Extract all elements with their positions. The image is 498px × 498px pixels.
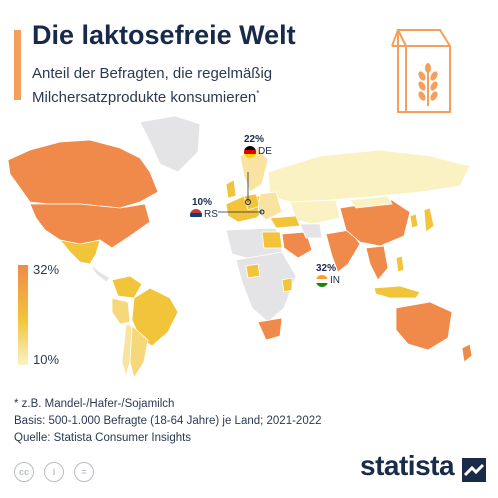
legend-max-label: 32%	[33, 262, 60, 277]
callout-rs-pct: 10%	[192, 197, 213, 208]
australia	[395, 301, 453, 351]
legend-min-label: 10%	[33, 352, 60, 367]
callout-rs-code: RS	[204, 209, 218, 220]
accent-bar	[14, 30, 21, 100]
world-map	[7, 115, 473, 380]
equals-icon[interactable]: =	[74, 462, 94, 482]
legend-gradient	[18, 265, 28, 365]
chile	[121, 323, 133, 378]
usa	[29, 203, 151, 249]
basis-note: Basis: 500-1.000 Befragte (18-64 Jahre) …	[14, 415, 322, 427]
page-title: Die laktosefreie Welt	[32, 20, 296, 50]
callout-de-code: DE	[258, 146, 272, 157]
peru	[111, 297, 131, 325]
footnote: * z.B. Mandel-/Hafer-/Sojamilch	[14, 398, 175, 410]
canada	[7, 139, 159, 209]
mongolia	[349, 195, 393, 209]
japan	[423, 207, 435, 233]
mexico	[58, 239, 101, 265]
milk-carton-icon	[391, 29, 451, 113]
callout-de-pct: 22%	[244, 134, 265, 145]
iran	[299, 223, 323, 239]
southeast-asia	[365, 245, 389, 281]
subtitle: Anteil der Befragten, die regelmäßig Mil…	[32, 65, 273, 106]
saudi-arabia	[281, 231, 313, 259]
callout-in-pct: 32%	[316, 263, 337, 274]
callout-in-code: IN	[330, 275, 340, 286]
turkey	[269, 215, 301, 229]
philippines	[395, 255, 405, 273]
statista-logo-text[interactable]: statista	[360, 450, 455, 481]
colombia	[111, 275, 143, 299]
nigeria	[245, 263, 261, 279]
new-zealand	[461, 343, 473, 363]
greenland	[139, 115, 201, 173]
india-flag-icon	[316, 275, 328, 287]
brazil	[131, 287, 179, 347]
korea	[409, 213, 419, 229]
serbia-flag-icon	[190, 209, 202, 221]
cc-icon[interactable]: cc	[14, 462, 34, 482]
egypt	[261, 231, 283, 249]
china	[339, 199, 411, 247]
kenya	[281, 277, 293, 293]
argentina	[129, 325, 149, 380]
person-icon[interactable]: i	[44, 462, 64, 482]
uk	[225, 179, 237, 199]
source-note: Quelle: Statista Consumer Insights	[14, 432, 192, 444]
scandinavia	[239, 147, 269, 193]
russia	[267, 149, 471, 203]
germany-flag-icon	[244, 146, 256, 158]
statista-logo-icon[interactable]	[462, 458, 486, 482]
central-america	[89, 263, 111, 283]
indonesia	[373, 285, 421, 299]
south-africa	[257, 317, 283, 341]
